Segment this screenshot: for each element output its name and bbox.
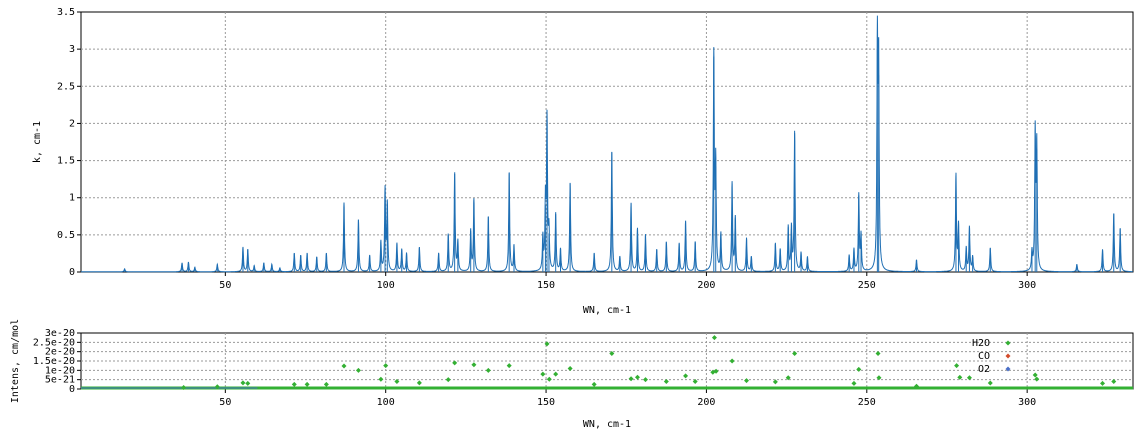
h2o-point: [1034, 376, 1040, 382]
x-tick-label: 300: [1018, 280, 1036, 291]
legend-marker-o2: [1005, 366, 1011, 372]
h2o-point: [628, 376, 634, 382]
x-tick-label: 100: [377, 397, 395, 408]
h2o-point: [683, 373, 689, 379]
x-tick-label: 150: [537, 397, 555, 408]
y-tick-label: 0: [69, 267, 75, 278]
h2o-point: [341, 363, 347, 369]
y-tick-label: 2.5: [57, 81, 75, 92]
x-axis-label: WN, cm-1: [583, 419, 631, 430]
h2o-point: [471, 362, 477, 368]
h2o-point: [663, 379, 669, 385]
legend-label-o2: O2: [978, 364, 990, 375]
h2o-point: [987, 380, 993, 386]
h2o-point: [506, 363, 512, 369]
y-tick-label: 3: [69, 44, 75, 55]
h2o-point: [245, 380, 251, 386]
h2o-point: [914, 383, 920, 389]
h2o-point: [304, 381, 310, 387]
absorption-series-line: [81, 15, 1133, 273]
h2o-point: [713, 368, 719, 374]
y-tick-label: 2e-20: [45, 347, 75, 358]
h2o-point: [634, 374, 640, 380]
x-tick-label: 50: [219, 280, 231, 291]
legend-label-co: CO: [978, 351, 990, 362]
y-tick-label: 2.5e-20: [33, 337, 75, 348]
h2o-point: [1032, 372, 1038, 378]
y-tick-label: 0: [69, 384, 75, 395]
h2o-point: [772, 379, 778, 385]
y-tick-label: 1e-20: [45, 365, 75, 376]
y-axis-label: k, cm-1: [32, 121, 43, 163]
y-tick-label: 3e-20: [45, 328, 75, 339]
h2o-point: [214, 384, 220, 390]
h2o-point: [642, 377, 648, 383]
h2o-point: [445, 377, 451, 383]
y-tick-label: 0.5: [57, 230, 75, 241]
h2o-point: [546, 376, 552, 382]
legend-marker-h2o: [1005, 340, 1011, 346]
h2o-point: [876, 375, 882, 381]
h2o-point: [452, 360, 458, 366]
h2o-point: [856, 366, 862, 372]
h2o-point: [544, 341, 550, 347]
x-axis-label: WN, cm-1: [583, 305, 631, 316]
h2o-point: [1111, 379, 1117, 385]
h2o-point: [729, 358, 735, 364]
h2o-point: [966, 375, 972, 381]
h2o-point: [240, 380, 246, 386]
y-tick-label: 1.5: [57, 156, 75, 167]
y-tick-label: 5e-21: [45, 375, 75, 386]
h2o-point: [875, 351, 881, 357]
x-tick-label: 100: [377, 280, 395, 291]
h2o-point: [291, 381, 297, 387]
x-tick-label: 250: [858, 397, 876, 408]
h2o-point: [711, 335, 717, 341]
x-tick-label: 200: [697, 280, 715, 291]
y-axis-label: Intens, cm/mol: [10, 319, 21, 403]
absorption-panel-frame: [80, 11, 1134, 273]
x-tick-label: 150: [537, 280, 555, 291]
legend-marker-co: [1005, 353, 1011, 359]
h2o-point: [416, 380, 422, 386]
h2o-point: [957, 374, 963, 380]
y-tick-label: 2: [69, 118, 75, 129]
h2o-point: [181, 385, 187, 391]
h2o-point: [553, 371, 559, 377]
y-tick-label: 1.5e-20: [33, 356, 75, 367]
h2o-point: [540, 371, 546, 377]
h2o-point: [785, 375, 791, 381]
h2o-point: [744, 378, 750, 384]
h2o-point: [323, 381, 329, 387]
x-tick-label: 250: [858, 280, 876, 291]
h2o-point: [591, 381, 597, 387]
h2o-point: [567, 365, 573, 371]
h2o-point: [954, 363, 960, 369]
h2o-point: [609, 351, 615, 357]
x-tick-label: 300: [1018, 397, 1036, 408]
h2o-point: [692, 379, 698, 385]
h2o-point: [355, 367, 361, 373]
h2o-point: [485, 367, 491, 373]
h2o-point: [378, 376, 384, 382]
h2o-point: [851, 380, 857, 386]
x-tick-label: 200: [697, 397, 715, 408]
x-tick-label: 50: [219, 397, 231, 408]
legend-label-h2o: H2O: [972, 338, 990, 349]
h2o-point: [1100, 380, 1106, 386]
h2o-point: [383, 363, 389, 369]
h2o-point: [394, 379, 400, 385]
h2o-point: [792, 351, 798, 357]
y-tick-label: 1: [69, 193, 75, 204]
y-tick-label: 3.5: [57, 7, 75, 18]
